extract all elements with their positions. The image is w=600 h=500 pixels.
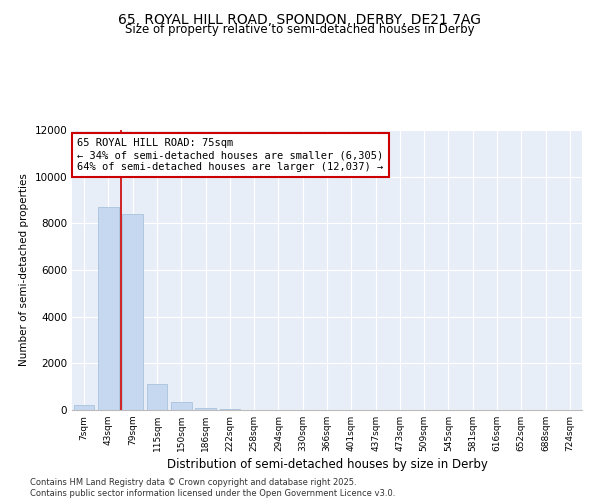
Text: 65, ROYAL HILL ROAD, SPONDON, DERBY, DE21 7AG: 65, ROYAL HILL ROAD, SPONDON, DERBY, DE2… (119, 12, 482, 26)
Bar (122, 214, 143, 410)
Bar (146, 384, 167, 410)
Y-axis label: Number of semi-detached properties: Number of semi-detached properties (19, 174, 29, 366)
Bar (195, 408, 216, 410)
Text: 65 ROYAL HILL ROAD: 75sqm
← 34% of semi-detached houses are smaller (6,305)
64% : 65 ROYAL HILL ROAD: 75sqm ← 34% of semi-… (77, 138, 383, 172)
Text: Contains HM Land Registry data © Crown copyright and database right 2025.
Contai: Contains HM Land Registry data © Crown c… (30, 478, 395, 498)
Bar (220, 409, 240, 410)
Bar (74, 406, 94, 410)
Bar (98, 207, 119, 410)
Text: Size of property relative to semi-detached houses in Derby: Size of property relative to semi-detach… (125, 22, 475, 36)
X-axis label: Distribution of semi-detached houses by size in Derby: Distribution of semi-detached houses by … (167, 458, 487, 471)
Bar (171, 402, 191, 410)
